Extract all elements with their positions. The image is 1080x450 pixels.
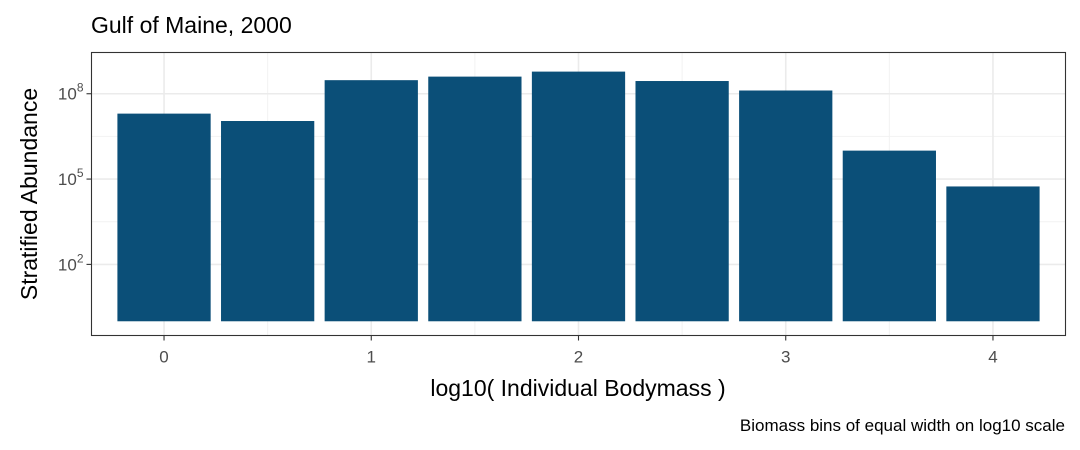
bars-layer: [117, 71, 1040, 322]
bar: [221, 121, 315, 322]
bar: [946, 186, 1040, 322]
bar: [531, 71, 626, 322]
bar: [324, 80, 418, 322]
x-tick-label: 4: [988, 348, 997, 367]
bar: [428, 76, 522, 322]
bar: [842, 150, 936, 322]
y-tick-label: 102: [58, 251, 84, 274]
x-tick-label: 3: [781, 348, 790, 367]
y-axis-title: Stratified Abundance: [16, 88, 42, 300]
y-tick-label: 105: [58, 166, 84, 189]
bar: [117, 113, 211, 322]
x-axis-title: log10( Individual Bodymass ): [430, 375, 725, 401]
chart-caption: Biomass bins of equal width on log10 sca…: [740, 416, 1065, 435]
bar: [635, 81, 729, 322]
bar: [739, 90, 833, 322]
y-tick-label: 108: [58, 81, 84, 104]
x-tick-label: 0: [159, 348, 168, 367]
x-tick-label: 1: [367, 348, 376, 367]
chart-title: Gulf of Maine, 2000: [91, 12, 292, 38]
x-tick-label: 2: [574, 348, 583, 367]
axis-layer: 0 1 2 3 4 102 105 108: [58, 81, 998, 367]
